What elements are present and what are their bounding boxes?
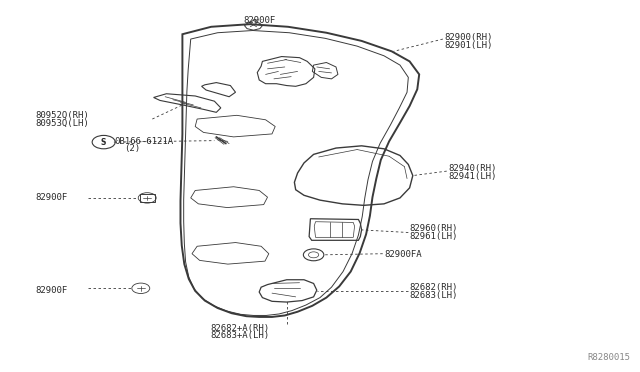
Text: 82900FA: 82900FA [384, 250, 422, 259]
Text: 82901(LH): 82901(LH) [445, 41, 493, 50]
Text: 82683+A(LH): 82683+A(LH) [211, 331, 269, 340]
Text: 82961(LH): 82961(LH) [410, 232, 458, 241]
Text: 0B166-6121A: 0B166-6121A [114, 137, 173, 146]
Text: 80952Q(RH): 80952Q(RH) [35, 111, 89, 120]
Text: 82940(RH): 82940(RH) [448, 164, 497, 173]
Text: (2): (2) [124, 144, 140, 153]
Text: 82682(RH): 82682(RH) [410, 283, 458, 292]
Text: R8280015: R8280015 [588, 353, 630, 362]
Text: 82960(RH): 82960(RH) [410, 224, 458, 233]
Text: 82683(LH): 82683(LH) [410, 291, 458, 300]
Text: 82682+A(RH): 82682+A(RH) [211, 324, 269, 333]
Text: 82900(RH): 82900(RH) [445, 33, 493, 42]
Text: 82900F: 82900F [35, 286, 67, 295]
Text: S: S [101, 138, 106, 147]
Text: 82900F: 82900F [243, 16, 275, 25]
Text: 80953Q(LH): 80953Q(LH) [35, 119, 89, 128]
Text: 82941(LH): 82941(LH) [448, 172, 497, 181]
Bar [140, 194, 155, 202]
Text: 82900F: 82900F [35, 193, 67, 202]
